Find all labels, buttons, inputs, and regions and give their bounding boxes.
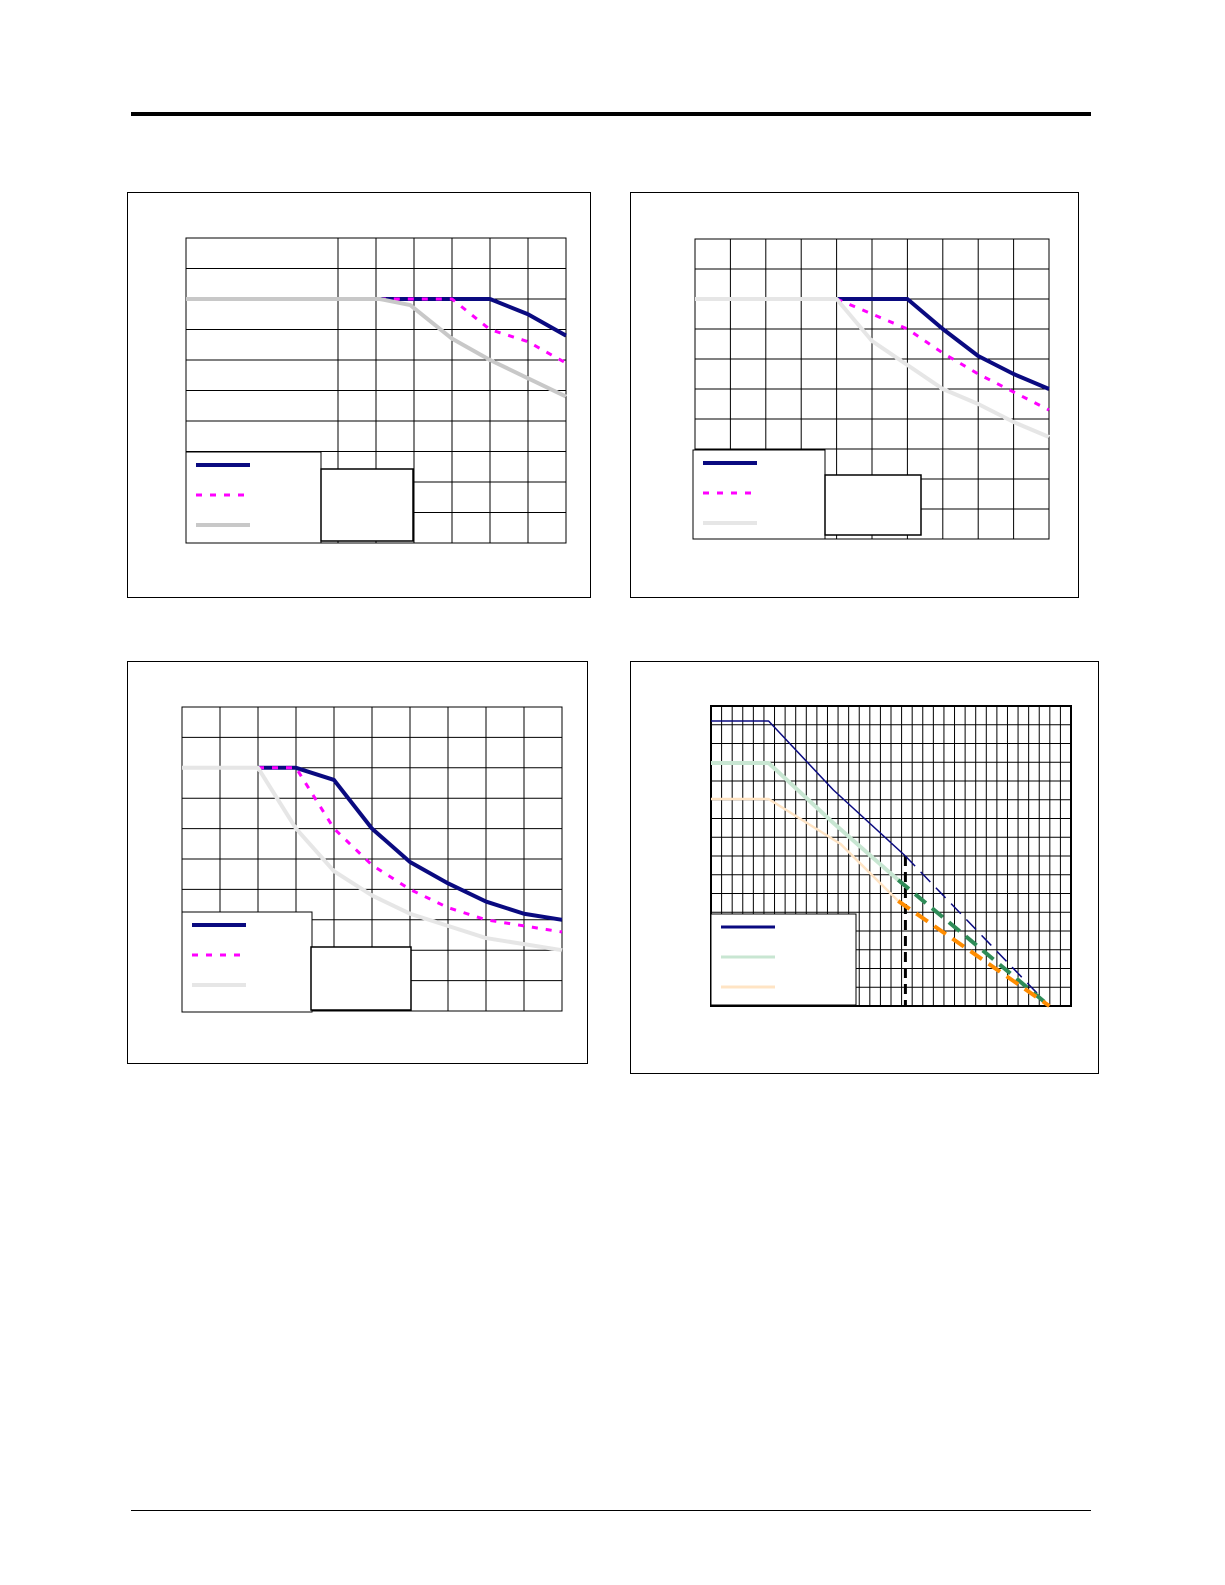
series-line-1: [711, 720, 906, 857]
series-line-1: [258, 765, 563, 922]
series-line-5: [711, 797, 900, 902]
chart-4-svg: [710, 705, 1072, 1008]
series-line-3: [186, 297, 567, 399]
series-line-2: [258, 766, 563, 934]
footer-rule: [131, 1510, 1091, 1511]
series-line-2: [836, 297, 1050, 412]
chart-panel-4: [630, 661, 1099, 1074]
chart-panel-1: [127, 192, 591, 598]
chart-1-svg: [185, 237, 567, 544]
series-line-3: [711, 761, 900, 882]
chart-panel-3: [127, 661, 588, 1064]
chart-2-svg: [692, 238, 1050, 540]
legend: [181, 911, 313, 1013]
header-rule: [131, 112, 1091, 116]
series-line-4: [896, 878, 1051, 1008]
series-line-6: [897, 899, 1051, 1008]
inset-box: [824, 474, 922, 536]
legend: [185, 451, 322, 544]
series-line-2: [904, 855, 1050, 1007]
series-line-3: [182, 765, 563, 953]
chart-panel-2: [630, 192, 1079, 598]
legend: [710, 913, 857, 1006]
inset-box: [310, 946, 412, 1011]
series-line-3: [695, 297, 1050, 439]
chart-3-svg: [181, 706, 563, 1013]
inset-box: [320, 468, 414, 542]
